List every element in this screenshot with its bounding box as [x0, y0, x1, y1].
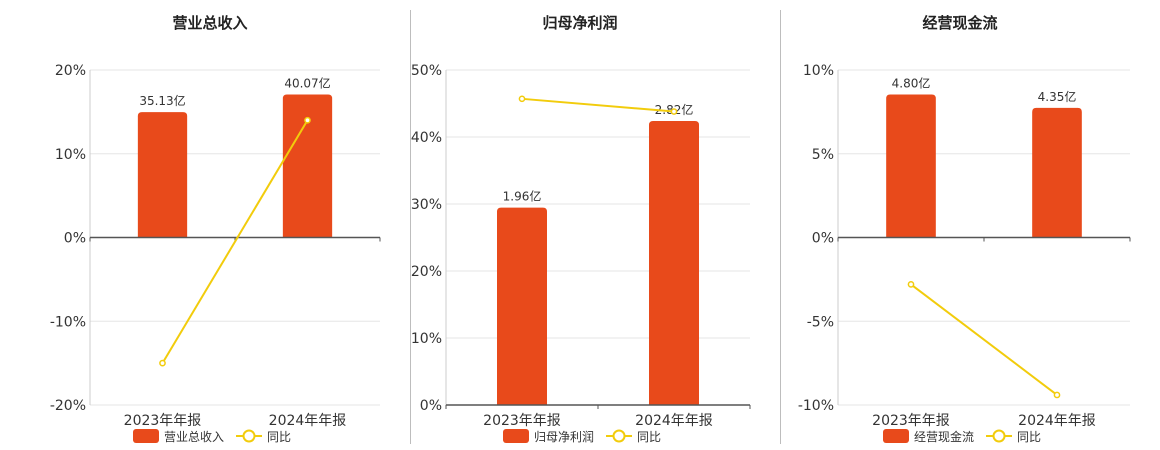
- x-category-label: 2024年年报: [635, 413, 713, 429]
- legend-bar-swatch: [133, 429, 159, 443]
- divider-right: [780, 10, 781, 444]
- chart-panel-2: 归母净利润50%40%30%20%10%0%1.96亿2.82亿2023年年报2…: [411, 14, 751, 444]
- bar: [886, 94, 936, 238]
- yoy-point: [670, 108, 678, 115]
- bar: [282, 94, 333, 238]
- y-tick-label: 0%: [420, 398, 442, 414]
- yoy-point: [159, 359, 166, 367]
- bar: [649, 121, 699, 405]
- legend-bar-label: 经营现金流: [914, 429, 974, 444]
- yoy-point: [518, 95, 526, 103]
- x-category-label: 2023年年报: [872, 413, 950, 429]
- yoy-line: [521, 97, 675, 113]
- x-category-label: 2024年年报: [1018, 413, 1096, 429]
- bar-data-label: 4.80亿: [892, 76, 931, 91]
- y-tick-label: 40%: [411, 130, 442, 146]
- bar-data-label: 40.07亿: [284, 76, 330, 91]
- bar-data-label: 4.35亿: [1038, 89, 1077, 104]
- yoy-line: [910, 283, 1058, 396]
- y-tick-label: 10%: [803, 63, 834, 79]
- y-tick-label: 20%: [411, 264, 442, 280]
- y-tick-label: -10%: [50, 314, 86, 330]
- y-tick-label: 10%: [411, 331, 442, 347]
- y-tick-label: 0%: [812, 231, 834, 247]
- legend-line-marker: [612, 429, 626, 443]
- legend-bar-swatch: [883, 429, 909, 443]
- y-tick-label: 0%: [64, 231, 86, 247]
- x-category-label: 2023年年报: [483, 413, 561, 429]
- x-category-label: 2024年年报: [269, 413, 347, 429]
- chart-title: 营业总收入: [172, 14, 247, 32]
- legend-line-label: 同比: [1017, 430, 1041, 444]
- y-tick-label: 10%: [55, 147, 86, 163]
- bar: [137, 112, 188, 238]
- legend-bar-label: 归母净利润: [534, 430, 594, 444]
- yoy-point: [1053, 391, 1061, 399]
- chart-panel-1: 营业总收入 20% 10% 0% -10% -20% 35.13亿 40.07亿 2023年年报…: [50, 14, 381, 444]
- chart-title: 归母净利润: [542, 14, 617, 32]
- y-tick-label: 20%: [55, 63, 86, 79]
- yoy-point: [304, 116, 311, 124]
- bar-data-label: 1.96亿: [503, 189, 542, 204]
- chart-title: 经营现金流: [922, 14, 997, 32]
- bar: [1032, 107, 1082, 238]
- y-tick-label: -5%: [807, 314, 834, 330]
- yoy-line: [161, 119, 309, 364]
- legend-line-marker: [992, 429, 1006, 443]
- y-tick-label: -10%: [798, 398, 834, 414]
- legend-bar-swatch: [503, 429, 529, 443]
- x-category-label: 2023年年报: [124, 413, 202, 429]
- bar-data-label: 35.13亿: [139, 93, 185, 108]
- legend-line-marker: [242, 429, 256, 443]
- yoy-point: [907, 281, 915, 288]
- legend-line-label: 同比: [637, 430, 661, 444]
- y-tick-label: -20%: [50, 398, 86, 414]
- y-tick-label: 50%: [411, 63, 442, 79]
- divider-left: [410, 10, 411, 444]
- bar: [497, 207, 547, 405]
- chart-panel-3: 经营现金流 10% 5% 0% -5% -10% 4.80亿 4.35亿 2023年年报 2024…: [798, 14, 1131, 444]
- y-tick-label: 5%: [812, 147, 834, 163]
- legend-bar-label: 营业总收入: [164, 430, 224, 444]
- y-tick-label: 30%: [411, 197, 442, 213]
- legend-line-label: 同比: [267, 430, 291, 444]
